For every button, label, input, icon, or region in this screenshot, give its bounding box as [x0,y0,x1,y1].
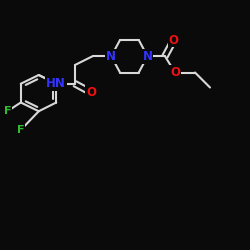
Text: F: F [17,125,24,135]
Text: N: N [142,50,152,63]
Text: O: O [86,86,96,99]
Text: O: O [169,34,179,46]
Text: O: O [170,66,180,79]
Text: F: F [4,106,11,116]
Text: N: N [106,50,116,63]
Text: HN: HN [46,77,66,90]
